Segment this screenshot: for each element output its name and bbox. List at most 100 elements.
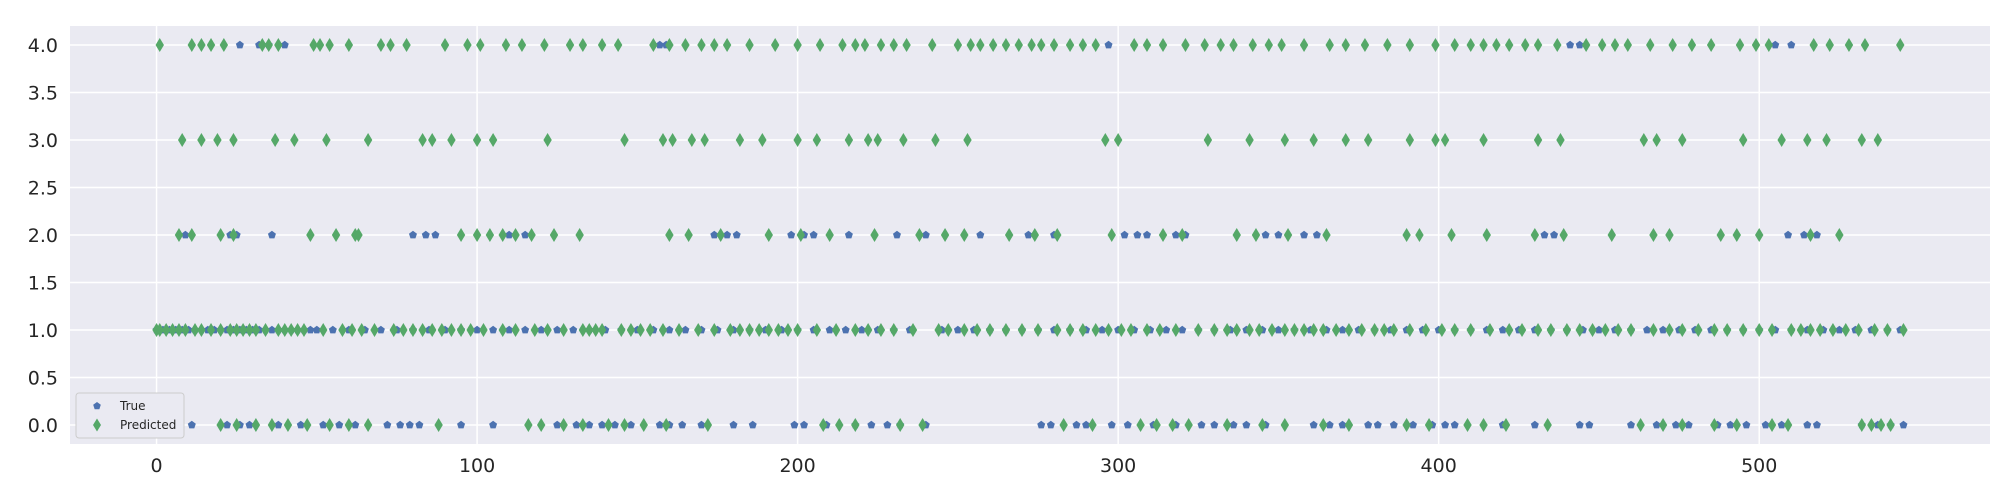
predicted-point bbox=[1107, 228, 1116, 242]
y-tick-label: 3.5 bbox=[28, 83, 58, 105]
predicted-point bbox=[1450, 323, 1459, 337]
predicted-point bbox=[1607, 228, 1616, 242]
predicted-point bbox=[251, 418, 261, 432]
predicted-point bbox=[363, 418, 373, 432]
true-point bbox=[351, 420, 360, 429]
predicted-point bbox=[764, 228, 773, 242]
predicted-point bbox=[1014, 38, 1023, 52]
predicted-point bbox=[1078, 38, 1088, 52]
predicted-point bbox=[1825, 38, 1834, 52]
predicted-point bbox=[1735, 38, 1745, 52]
true-point bbox=[376, 325, 385, 334]
legend: True Predicted bbox=[75, 392, 185, 439]
predicted-point bbox=[963, 133, 972, 147]
predicted-point bbox=[716, 228, 725, 242]
true-point bbox=[421, 230, 430, 239]
true-point bbox=[800, 420, 809, 429]
predicted-point bbox=[915, 228, 924, 242]
predicted-point bbox=[876, 38, 886, 52]
predicted-point bbox=[1222, 323, 1232, 337]
predicted-point bbox=[1835, 228, 1844, 242]
true-point bbox=[274, 420, 283, 429]
true-point bbox=[1300, 230, 1309, 239]
predicted-point bbox=[524, 418, 533, 432]
true-point bbox=[1441, 420, 1450, 429]
predicted-point bbox=[286, 323, 296, 337]
true-point bbox=[598, 420, 607, 429]
predicted-point bbox=[1405, 323, 1415, 337]
predicted-point bbox=[1678, 418, 1687, 432]
predicted-point bbox=[197, 133, 206, 147]
predicted-point bbox=[1588, 323, 1597, 337]
predicted-point bbox=[1360, 38, 1370, 52]
predicted-point bbox=[447, 133, 456, 147]
predicted-point bbox=[216, 228, 225, 242]
predicted-point bbox=[530, 323, 539, 337]
predicted-point bbox=[918, 418, 927, 432]
true-point bbox=[1540, 230, 1549, 239]
predicted-point bbox=[1049, 38, 1059, 52]
predicted-point bbox=[1027, 38, 1036, 52]
predicted-point bbox=[264, 38, 273, 52]
predicted-point bbox=[1678, 323, 1687, 337]
true-point bbox=[1210, 420, 1219, 429]
predicted-point bbox=[1222, 418, 1232, 432]
true-point bbox=[729, 420, 738, 429]
predicted-point bbox=[745, 323, 754, 337]
predicted-point bbox=[1706, 38, 1716, 52]
predicted-point bbox=[1101, 133, 1110, 147]
predicted-point bbox=[274, 38, 283, 52]
series-predicted bbox=[152, 38, 1908, 432]
predicted-point bbox=[1581, 38, 1591, 52]
true-point bbox=[867, 420, 876, 429]
predicted-point bbox=[1504, 323, 1514, 337]
predicted-point bbox=[1341, 38, 1350, 52]
predicted-point bbox=[251, 323, 261, 337]
true-point bbox=[1742, 420, 1751, 429]
predicted-point bbox=[437, 323, 447, 337]
predicted-point bbox=[434, 418, 443, 432]
predicted-point bbox=[1283, 228, 1293, 242]
predicted-point bbox=[1694, 323, 1703, 337]
predicted-point bbox=[1017, 323, 1027, 337]
predicted-point bbox=[745, 38, 754, 52]
predicted-point bbox=[895, 418, 905, 432]
true-point bbox=[655, 420, 664, 429]
predicted-point bbox=[735, 323, 745, 337]
predicted-point bbox=[1344, 418, 1354, 432]
predicted-point bbox=[1597, 38, 1607, 52]
true-point bbox=[1338, 420, 1347, 429]
predicted-point bbox=[447, 323, 456, 337]
predicted-point bbox=[1254, 323, 1264, 337]
true-point bbox=[1812, 420, 1821, 429]
predicted-point bbox=[1210, 323, 1219, 337]
true-point bbox=[1594, 325, 1603, 334]
predicted-point bbox=[645, 323, 655, 337]
predicted-point bbox=[674, 323, 684, 337]
predicted-point bbox=[1665, 323, 1674, 337]
true-point bbox=[457, 420, 466, 429]
predicted-point bbox=[661, 418, 671, 432]
predicted-point bbox=[1065, 38, 1075, 52]
predicted-point bbox=[258, 38, 267, 52]
predicted-point bbox=[889, 38, 898, 52]
predicted-point bbox=[1001, 323, 1011, 337]
predicted-point bbox=[1264, 38, 1273, 52]
predicted-point bbox=[543, 323, 552, 337]
predicted-point bbox=[418, 323, 427, 337]
predicted-point bbox=[774, 323, 783, 337]
true-point bbox=[1338, 325, 1347, 334]
predicted-point bbox=[1876, 418, 1886, 432]
predicted-point bbox=[1815, 323, 1825, 337]
predicted-point bbox=[270, 133, 280, 147]
true-point bbox=[328, 325, 337, 334]
predicted-point bbox=[1267, 323, 1277, 337]
predicted-point bbox=[1678, 133, 1687, 147]
true-point bbox=[335, 420, 344, 429]
true-point bbox=[921, 230, 930, 239]
true-point bbox=[1072, 420, 1081, 429]
predicted-point bbox=[267, 418, 277, 432]
predicted-point bbox=[1158, 228, 1168, 242]
predicted-point bbox=[639, 418, 648, 432]
predicted-point bbox=[1796, 323, 1806, 337]
